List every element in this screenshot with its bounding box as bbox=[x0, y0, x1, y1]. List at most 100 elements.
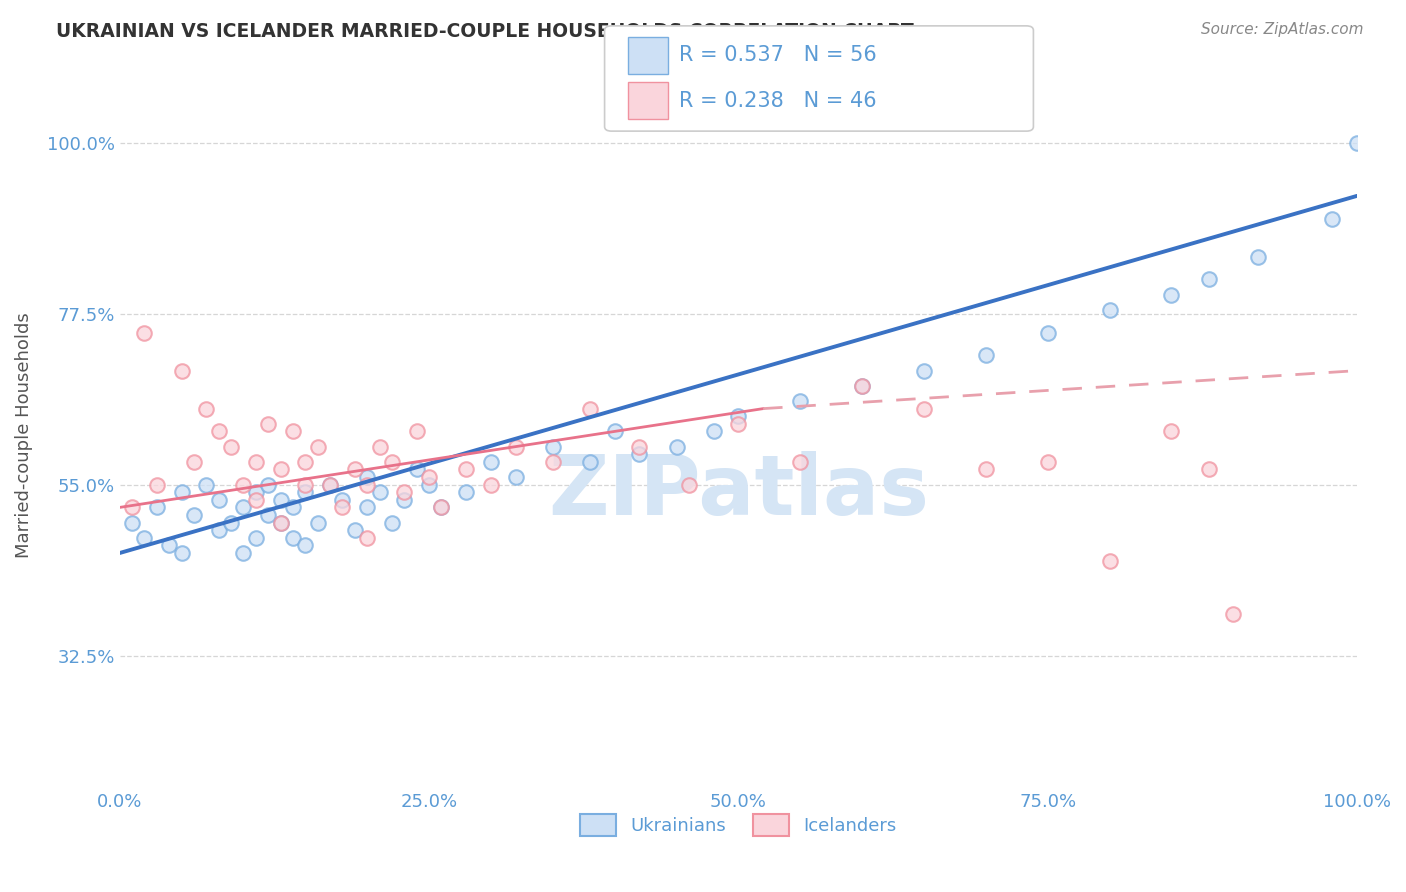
Point bbox=[270, 516, 292, 530]
Point bbox=[307, 440, 329, 454]
Point bbox=[219, 440, 242, 454]
Point bbox=[479, 455, 502, 469]
Point bbox=[405, 425, 427, 439]
Point bbox=[356, 531, 378, 545]
Point bbox=[851, 379, 873, 393]
Point bbox=[332, 492, 354, 507]
Point bbox=[195, 477, 218, 491]
Point bbox=[1036, 326, 1059, 340]
Point bbox=[146, 500, 169, 515]
Legend: Ukrainians, Icelanders: Ukrainians, Icelanders bbox=[572, 806, 904, 843]
Point bbox=[307, 516, 329, 530]
Point bbox=[1222, 607, 1244, 621]
Point bbox=[628, 447, 651, 461]
Point bbox=[456, 462, 478, 476]
Point bbox=[245, 485, 267, 500]
Point bbox=[245, 531, 267, 545]
Point bbox=[294, 538, 316, 552]
Point bbox=[257, 508, 280, 522]
Point bbox=[245, 455, 267, 469]
Point bbox=[356, 500, 378, 515]
Point bbox=[270, 516, 292, 530]
Point bbox=[134, 326, 156, 340]
Point bbox=[678, 477, 700, 491]
Point bbox=[727, 417, 749, 431]
Point bbox=[183, 508, 205, 522]
Point bbox=[665, 440, 688, 454]
Point bbox=[1036, 455, 1059, 469]
Point bbox=[195, 401, 218, 416]
Point bbox=[146, 477, 169, 491]
Point bbox=[394, 485, 416, 500]
Point bbox=[541, 440, 564, 454]
Text: R = 0.238   N = 46: R = 0.238 N = 46 bbox=[679, 91, 877, 111]
Point bbox=[1160, 425, 1182, 439]
Point bbox=[479, 477, 502, 491]
Text: UKRAINIAN VS ICELANDER MARRIED-COUPLE HOUSEHOLDS CORRELATION CHART: UKRAINIAN VS ICELANDER MARRIED-COUPLE HO… bbox=[56, 22, 914, 41]
Text: ZIPatlas: ZIPatlas bbox=[548, 451, 929, 533]
Point bbox=[394, 492, 416, 507]
Point bbox=[343, 523, 366, 537]
Point bbox=[170, 546, 193, 560]
Point bbox=[294, 455, 316, 469]
Point bbox=[281, 425, 304, 439]
Point bbox=[1247, 250, 1270, 264]
Point bbox=[257, 417, 280, 431]
Point bbox=[1198, 272, 1220, 286]
Point bbox=[183, 455, 205, 469]
Point bbox=[505, 470, 527, 484]
Point bbox=[332, 500, 354, 515]
Point bbox=[319, 477, 342, 491]
Point bbox=[208, 492, 231, 507]
Point bbox=[1098, 553, 1121, 567]
Point bbox=[294, 477, 316, 491]
Point bbox=[232, 546, 254, 560]
Point bbox=[1346, 136, 1368, 150]
Point bbox=[294, 485, 316, 500]
Point bbox=[208, 523, 231, 537]
Point bbox=[789, 394, 811, 409]
Point bbox=[121, 516, 143, 530]
Point bbox=[232, 500, 254, 515]
Point bbox=[281, 500, 304, 515]
Point bbox=[430, 500, 453, 515]
Point bbox=[157, 538, 180, 552]
Point bbox=[579, 455, 602, 469]
Point bbox=[319, 477, 342, 491]
Point bbox=[1098, 302, 1121, 317]
Point bbox=[270, 492, 292, 507]
Point bbox=[405, 462, 427, 476]
Point bbox=[381, 516, 404, 530]
Point bbox=[270, 462, 292, 476]
Point bbox=[356, 477, 378, 491]
Point bbox=[579, 401, 602, 416]
Point bbox=[541, 455, 564, 469]
Point bbox=[418, 470, 440, 484]
Point bbox=[430, 500, 453, 515]
Point bbox=[1198, 462, 1220, 476]
Point bbox=[368, 485, 391, 500]
Point bbox=[628, 440, 651, 454]
Point bbox=[1160, 287, 1182, 301]
Point bbox=[219, 516, 242, 530]
Point bbox=[912, 364, 935, 378]
Point bbox=[703, 425, 725, 439]
Y-axis label: Married-couple Households: Married-couple Households bbox=[15, 312, 32, 558]
Point bbox=[170, 485, 193, 500]
Point bbox=[789, 455, 811, 469]
Point bbox=[974, 462, 997, 476]
Point bbox=[121, 500, 143, 515]
Point bbox=[245, 492, 267, 507]
Point bbox=[727, 409, 749, 424]
Text: R = 0.537   N = 56: R = 0.537 N = 56 bbox=[679, 45, 877, 65]
Point bbox=[170, 364, 193, 378]
Point bbox=[232, 477, 254, 491]
Point bbox=[1322, 211, 1344, 226]
Point bbox=[208, 425, 231, 439]
Point bbox=[343, 462, 366, 476]
Point bbox=[505, 440, 527, 454]
Point bbox=[368, 440, 391, 454]
Text: Source: ZipAtlas.com: Source: ZipAtlas.com bbox=[1201, 22, 1364, 37]
Point bbox=[257, 477, 280, 491]
Point bbox=[134, 531, 156, 545]
